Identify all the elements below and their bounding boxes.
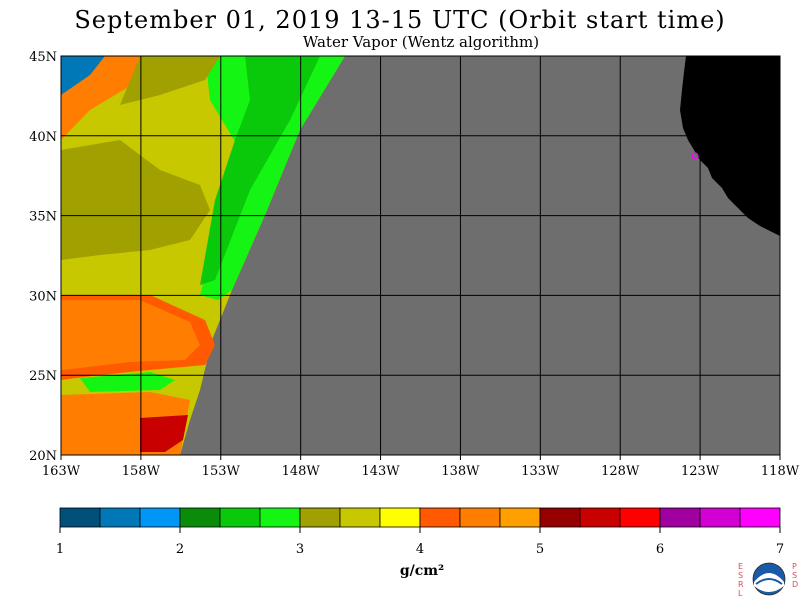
swath-orange-core (61, 300, 200, 370)
colorbar-units: g/cm² (399, 563, 445, 579)
lat-label: 45N (29, 50, 57, 65)
colorbar-tick-labels: 1 2 3 4 5 6 7 (56, 527, 784, 557)
lon-label: 133W (521, 464, 560, 479)
swath-blue-nw (61, 56, 105, 95)
lat-label: 25N (29, 369, 57, 384)
colorbar-tick-label: 2 (176, 542, 184, 557)
lon-label: 138W (441, 464, 480, 479)
colorbar-swatch (99, 507, 141, 528)
colorbar-tick-label: 1 (56, 542, 64, 557)
colorbar-swatch (459, 507, 501, 528)
map-title: September 01, 2019 13-15 UTC (Orbit star… (74, 6, 726, 34)
lon-label: 118W (761, 464, 800, 479)
swath-green (200, 56, 345, 300)
colorbar-swatch (699, 507, 741, 528)
longitude-labels: 163W 158W 153W 148W 143W 138W 133W 128W 123W 118W (42, 464, 800, 479)
lon-label: 128W (601, 464, 640, 479)
swath-olive-mid (61, 140, 210, 260)
colorbar-swatch (339, 507, 381, 528)
map-grid (60, 56, 781, 460)
colorbar-swatch (59, 507, 101, 528)
lon-label: 148W (282, 464, 321, 479)
colorbar (59, 507, 781, 528)
colorbar-tick-label: 6 (656, 542, 664, 557)
lon-label: 143W (361, 464, 400, 479)
colorbar-swatch (659, 507, 701, 528)
colorbar-swatch (219, 507, 261, 528)
colorbar-swatch (499, 507, 541, 528)
map-subtitle: Water Vapor (Wentz algorithm) (302, 33, 540, 51)
colorbar-swatch (539, 507, 581, 528)
swath-green-dark (200, 56, 320, 285)
colorbar-swatch (419, 507, 461, 528)
colorbar-swatch (379, 507, 421, 528)
colorbar-tick-label: 7 (776, 542, 784, 557)
colorbar-swatch (299, 507, 341, 528)
colorbar-tick-label: 3 (296, 542, 304, 557)
colorbar-tick-label: 4 (416, 542, 424, 557)
lat-label: 40N (29, 130, 57, 145)
land-california (680, 56, 780, 236)
noaa-emblem (752, 562, 786, 596)
colorbar-swatch (619, 507, 661, 528)
lat-label: 35N (29, 210, 57, 225)
data-swath (61, 56, 345, 455)
lon-label: 153W (202, 464, 241, 479)
lon-label: 158W (122, 464, 161, 479)
station-label: CZD (700, 145, 729, 160)
colorbar-swatch (739, 507, 781, 528)
colorbar-swatch (259, 507, 301, 528)
lon-label: 123W (681, 464, 720, 479)
swath-olive-n (120, 56, 220, 105)
colorbar-swatch (579, 507, 621, 528)
colorbar-swatch (139, 507, 181, 528)
swath-green-south (80, 372, 175, 392)
lat-label: 20N (29, 449, 57, 464)
map-border (60, 55, 781, 456)
lon-label: 163W (42, 464, 81, 479)
station-marker (691, 152, 699, 160)
colorbar-tick-label: 5 (536, 542, 544, 557)
map-panel: CZD (60, 55, 781, 460)
latitude-labels: 45N 40N 35N 30N 25N 20N (29, 50, 57, 464)
lat-label: 30N (29, 289, 57, 304)
swath-red-south (140, 415, 188, 452)
colorbar-swatch (179, 507, 221, 528)
